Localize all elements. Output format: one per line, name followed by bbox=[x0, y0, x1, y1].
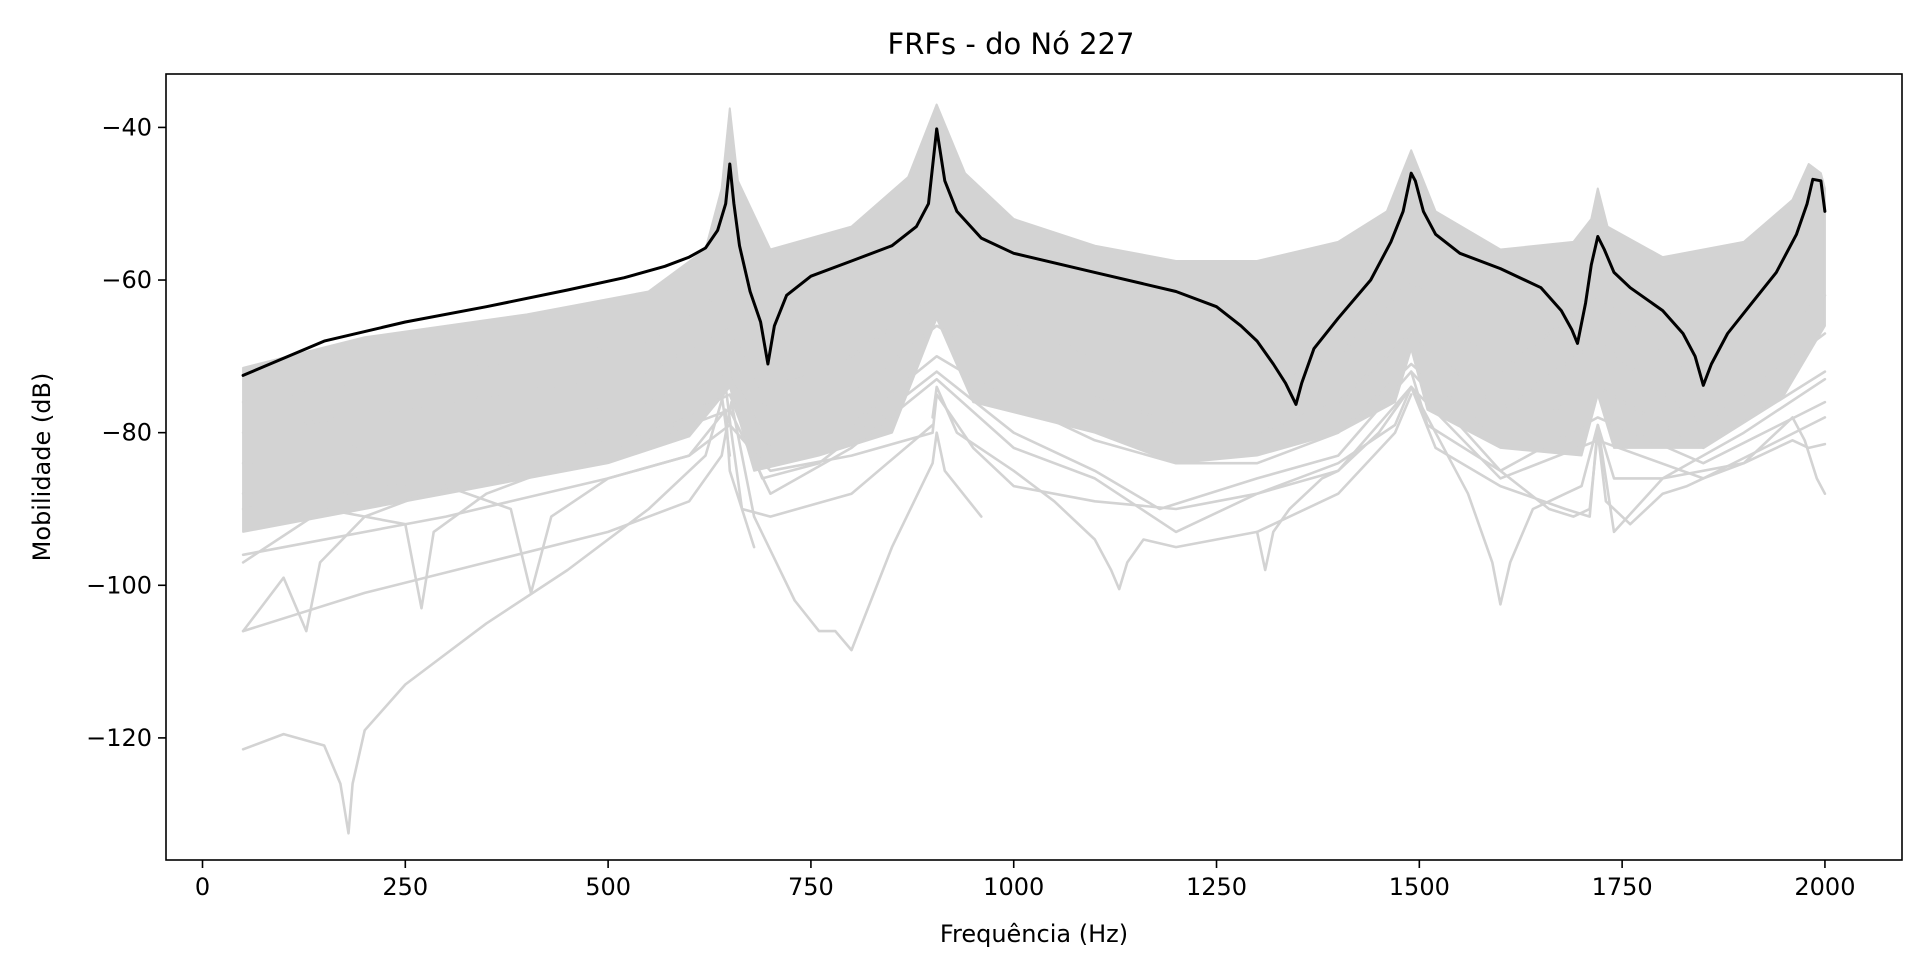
frf-gray-line-11 bbox=[241, 355, 1827, 465]
frf-gray-line-10 bbox=[241, 324, 1827, 434]
x-tick-label: 1000 bbox=[983, 873, 1044, 901]
frf-gray-line-12 bbox=[241, 370, 1827, 511]
chart-title: FRFs - do Nó 227 bbox=[888, 27, 1135, 61]
y-axis: −40 −60 −80 −100 −120 bbox=[86, 113, 166, 752]
x-axis: 0 250 500 750 1000 1250 1500 1750 2000 bbox=[195, 860, 1855, 901]
x-tick-label: 1500 bbox=[1389, 873, 1450, 901]
x-tick-label: 0 bbox=[195, 873, 210, 901]
y-tick-label: −60 bbox=[101, 266, 152, 294]
frf-gray-line-9 bbox=[241, 278, 1827, 404]
y-tick-label: −120 bbox=[86, 724, 152, 752]
frf-gray-line-1 bbox=[241, 400, 983, 652]
x-axis-label: Frequência (Hz) bbox=[940, 920, 1128, 948]
frf-gray-line-6 bbox=[1409, 385, 1827, 606]
frf-gray-line-0 bbox=[241, 385, 934, 835]
frf-gray-line-13 bbox=[241, 377, 1827, 534]
y-tick-label: −80 bbox=[101, 419, 152, 447]
y-axis-label: Mobilidade (dB) bbox=[28, 373, 56, 562]
frf-gray-line-5 bbox=[931, 385, 1413, 591]
x-tick-label: 2000 bbox=[1794, 873, 1855, 901]
frf-gray-line-8 bbox=[1255, 377, 1827, 572]
x-tick-label: 500 bbox=[585, 873, 631, 901]
plot-frame bbox=[165, 73, 1903, 861]
frf-node-227-line bbox=[241, 127, 1827, 406]
frf-gray-line-2 bbox=[241, 408, 756, 633]
plot-area bbox=[241, 103, 1827, 835]
x-tick-label: 250 bbox=[382, 873, 428, 901]
y-tick-label: −40 bbox=[101, 113, 152, 141]
x-tick-label: 1750 bbox=[1592, 873, 1653, 901]
x-tick-label: 1250 bbox=[1186, 873, 1247, 901]
frf-gray-band bbox=[242, 103, 1826, 533]
x-tick-label: 750 bbox=[788, 873, 834, 901]
y-tick-label: −100 bbox=[86, 571, 152, 599]
